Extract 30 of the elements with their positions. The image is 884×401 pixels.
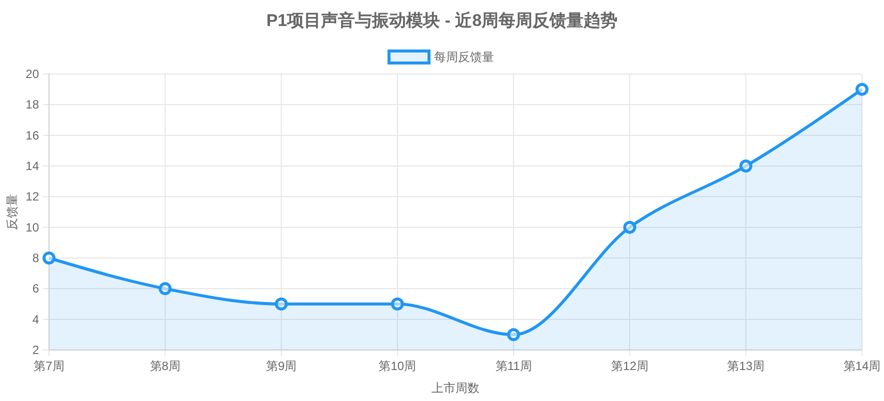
point — [623, 220, 636, 234]
y-tick-label: 2 — [32, 343, 40, 357]
y-axis-title: 反馈量 — [5, 194, 19, 230]
point — [390, 298, 404, 310]
legend-label: 每周反馈量 — [434, 50, 494, 64]
point — [274, 298, 288, 310]
chart-title: P1项目声音与振动模块 - 近8周每周反馈量趋势 — [266, 11, 618, 30]
y-tick-label: 20 — [26, 67, 40, 81]
x-tick-label: 第14周 — [843, 359, 881, 373]
x-tick-label: 第7周 — [34, 359, 64, 373]
x-tick-label: 第11周 — [495, 359, 532, 373]
point — [158, 282, 172, 296]
x-tick-label: 第9周 — [266, 359, 297, 373]
y-tick-label: 12 — [26, 190, 40, 204]
y-tick-label: 18 — [26, 98, 40, 112]
x-tick-label: 第12周 — [611, 359, 648, 373]
point — [42, 252, 56, 264]
point — [739, 160, 752, 172]
point — [507, 328, 520, 342]
x-tick-label: 第8周 — [150, 359, 180, 373]
point — [856, 82, 868, 96]
x-tick-label: 第10周 — [378, 359, 416, 373]
x-axis-title: 上市周数 — [432, 381, 480, 395]
y-tick-label: 6 — [32, 282, 40, 296]
y-tick-label: 4 — [32, 312, 40, 326]
y-tick-label: 14 — [26, 159, 40, 173]
y-tick-label: 10 — [26, 220, 40, 234]
y-tick-label: 8 — [32, 251, 40, 265]
y-tick-label: 16 — [26, 128, 40, 142]
x-tick-label: 第13周 — [727, 359, 765, 373]
